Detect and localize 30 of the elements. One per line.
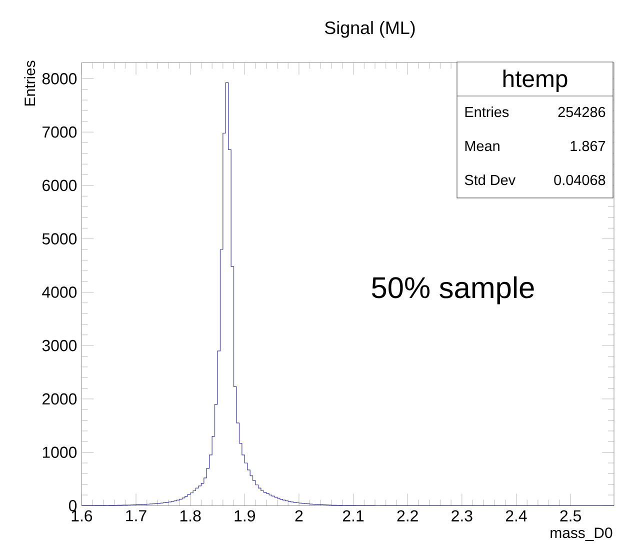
annotation: htemp: [503, 70, 568, 92]
y-tick-label: 5000: [42, 233, 77, 244]
x-tick-label: 2.5: [560, 510, 581, 522]
y-axis-title: Entries: [24, 60, 36, 106]
y-tick-label: 0: [68, 500, 77, 512]
y-tick-label: 6000: [42, 180, 77, 192]
y-tick-label: 2000: [42, 393, 77, 405]
x-tick-label: 2.4: [506, 510, 527, 522]
x-tick-label: 2.2: [397, 510, 418, 522]
y-tick-label: 8000: [42, 73, 77, 84]
annotation: 1.867: [570, 140, 606, 152]
y-tick-label: 4000: [42, 286, 77, 298]
annotation: Std Dev: [464, 174, 516, 186]
annotation: Mean: [465, 141, 500, 152]
x-tick-label: 2: [295, 510, 303, 522]
annotation: 50% sample: [372, 276, 534, 304]
x-tick-label: 1.6: [72, 510, 92, 522]
y-tick-label: 1000: [42, 446, 77, 458]
x-tick-label: 2.3: [452, 510, 472, 522]
x-tick-label: 1.7: [126, 510, 146, 522]
x-tick-label: 1.8: [180, 510, 201, 522]
annotation: Entries: [465, 106, 509, 118]
annotation: 254286: [558, 106, 606, 118]
y-tick-label: 3000: [42, 340, 77, 352]
annotation: 0.04068: [554, 174, 606, 186]
y-tick-label: 7000: [42, 126, 77, 138]
chart-title: Signal (ML): [324, 20, 415, 38]
x-axis-title: mass_D0: [550, 528, 612, 541]
x-tick-label: 2.1: [343, 510, 364, 522]
x-tick-label: 1.9: [234, 510, 255, 522]
